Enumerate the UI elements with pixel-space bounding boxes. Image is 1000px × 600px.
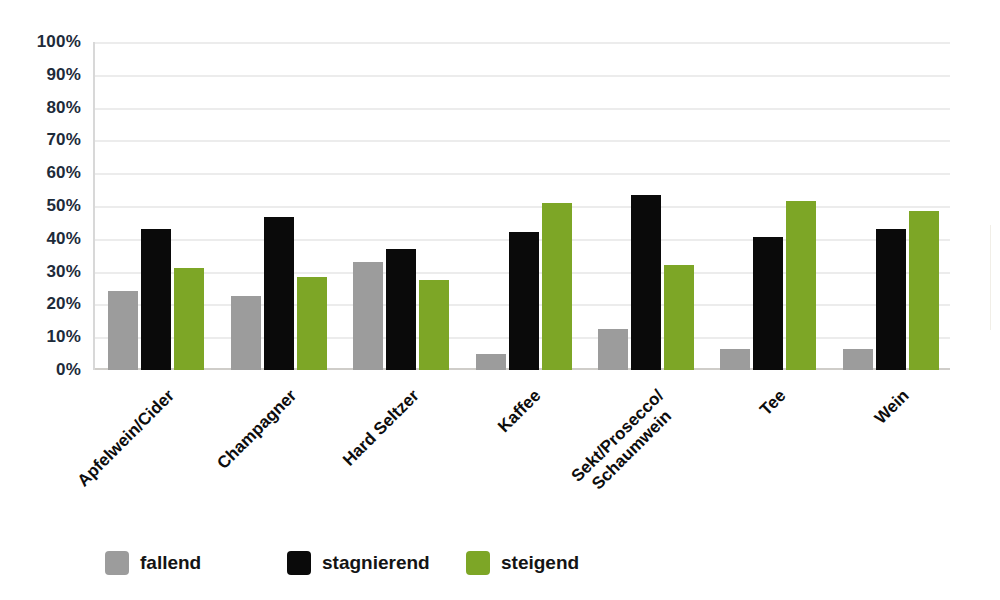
y-tick-label: 40% <box>11 229 81 249</box>
bar-steigend-wein <box>909 211 939 370</box>
gridline <box>95 206 950 208</box>
legend-label: steigend <box>501 552 579 574</box>
y-tick-label: 70% <box>11 130 81 150</box>
gridline <box>95 42 950 44</box>
y-tick-label: 0% <box>11 360 81 380</box>
bar-fallend-hard-seltzer <box>353 262 383 370</box>
bar-fallend-sekt-prosecco-schaumwein <box>598 329 628 370</box>
bar-stagnierend-kaffee <box>509 232 539 370</box>
y-tick-label: 20% <box>11 294 81 314</box>
x-axis-label-hard-seltzer: Hard Seltzer <box>339 386 423 470</box>
legend: fallend stagnierend steigend <box>0 551 1000 581</box>
bar-stagnierend-hard-seltzer <box>386 249 416 370</box>
legend-item-steigend: steigend <box>466 551 579 575</box>
legend-label: fallend <box>140 552 201 574</box>
bar-fallend-kaffee <box>476 354 506 370</box>
gridline <box>95 75 950 77</box>
legend-item-stagnierend: stagnierend <box>287 551 430 575</box>
bar-fallend-tee <box>720 349 750 370</box>
bar-stagnierend-wein <box>876 229 906 370</box>
bar-fallend-wein <box>843 349 873 370</box>
bar-chart: 0% 10% 20% 30% 40% 50% 60% 70% 80% 90% 100% Apfelw… <box>0 0 1000 600</box>
bar-steigend-sekt-prosecco-schaumwein <box>664 265 694 370</box>
gridline <box>95 108 950 110</box>
plot-area <box>93 42 950 370</box>
gridline <box>95 173 950 175</box>
x-axis-label-kaffee: Kaffee <box>494 386 545 437</box>
bar-stagnierend-tee <box>753 237 783 370</box>
bar-stagnierend-apfelwein-cider <box>141 229 171 370</box>
legend-swatch-steigend <box>466 551 490 575</box>
bar-steigend-hard-seltzer <box>419 280 449 370</box>
y-tick-label: 60% <box>11 163 81 183</box>
y-tick-label: 90% <box>11 65 81 85</box>
legend-item-fallend: fallend <box>105 551 201 575</box>
bar-stagnierend-sekt-prosecco-schaumwein <box>631 195 661 370</box>
x-axis-label-sekt-prosecco-schaumwein: Sekt/Prosecco/ Schaumwein <box>568 386 682 500</box>
bar-fallend-apfelwein-cider <box>108 291 138 370</box>
y-tick-label: 100% <box>11 32 81 52</box>
bar-steigend-champagner <box>297 277 327 370</box>
legend-swatch-fallend <box>105 551 129 575</box>
bar-fallend-champagner <box>231 296 261 370</box>
x-axis-label-champagner: Champagner <box>214 386 301 473</box>
legend-swatch-stagnierend <box>287 551 311 575</box>
gridline <box>95 140 950 142</box>
x-axis-label-apfelwein-cider: Apfelwein/Cider <box>73 386 178 491</box>
x-axis-label-tee: Tee <box>756 386 790 420</box>
bar-stagnierend-champagner <box>264 217 294 370</box>
bar-steigend-kaffee <box>542 203 572 370</box>
legend-label: stagnierend <box>322 552 430 574</box>
y-tick-label: 10% <box>11 327 81 347</box>
y-tick-label: 80% <box>11 98 81 118</box>
bar-steigend-tee <box>786 201 816 370</box>
right-edge-artifact <box>990 225 991 330</box>
y-tick-label: 50% <box>11 196 81 216</box>
bar-steigend-apfelwein-cider <box>174 268 204 370</box>
y-tick-label: 30% <box>11 262 81 282</box>
x-axis-label-wein: Wein <box>870 386 912 428</box>
